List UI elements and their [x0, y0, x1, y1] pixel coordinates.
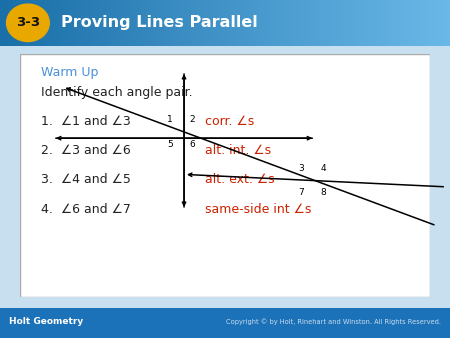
Text: 6: 6 — [190, 140, 196, 149]
Text: 3.  ∠4 and ∠5: 3. ∠4 and ∠5 — [41, 173, 130, 186]
Text: 3-3: 3-3 — [16, 16, 40, 29]
Text: Copyright © by Holt, Rinehart and Winston. All Rights Reserved.: Copyright © by Holt, Rinehart and Winsto… — [226, 318, 441, 324]
Text: Proving Lines Parallel: Proving Lines Parallel — [61, 15, 257, 30]
Text: alt. int. ∠s: alt. int. ∠s — [205, 144, 270, 157]
Text: same-side int ∠s: same-side int ∠s — [205, 202, 311, 216]
Text: 4: 4 — [321, 164, 326, 173]
Text: 8: 8 — [321, 188, 327, 197]
FancyBboxPatch shape — [20, 54, 430, 297]
Text: Identify each angle pair.: Identify each angle pair. — [41, 86, 192, 99]
Ellipse shape — [6, 4, 50, 42]
Text: 4.  ∠6 and ∠7: 4. ∠6 and ∠7 — [41, 202, 130, 216]
Text: alt. ext. ∠s: alt. ext. ∠s — [205, 173, 274, 186]
Text: 2.  ∠3 and ∠6: 2. ∠3 and ∠6 — [41, 144, 130, 157]
Text: 1: 1 — [167, 115, 173, 124]
Text: 7: 7 — [298, 188, 304, 197]
Text: 2: 2 — [190, 115, 195, 124]
Text: corr. ∠s: corr. ∠s — [205, 115, 254, 128]
Text: Holt Geometry: Holt Geometry — [9, 317, 83, 326]
Text: 3: 3 — [298, 164, 304, 173]
Text: 5: 5 — [167, 140, 173, 149]
Text: 1.  ∠1 and ∠3: 1. ∠1 and ∠3 — [41, 115, 130, 128]
Text: Warm Up: Warm Up — [41, 66, 98, 79]
